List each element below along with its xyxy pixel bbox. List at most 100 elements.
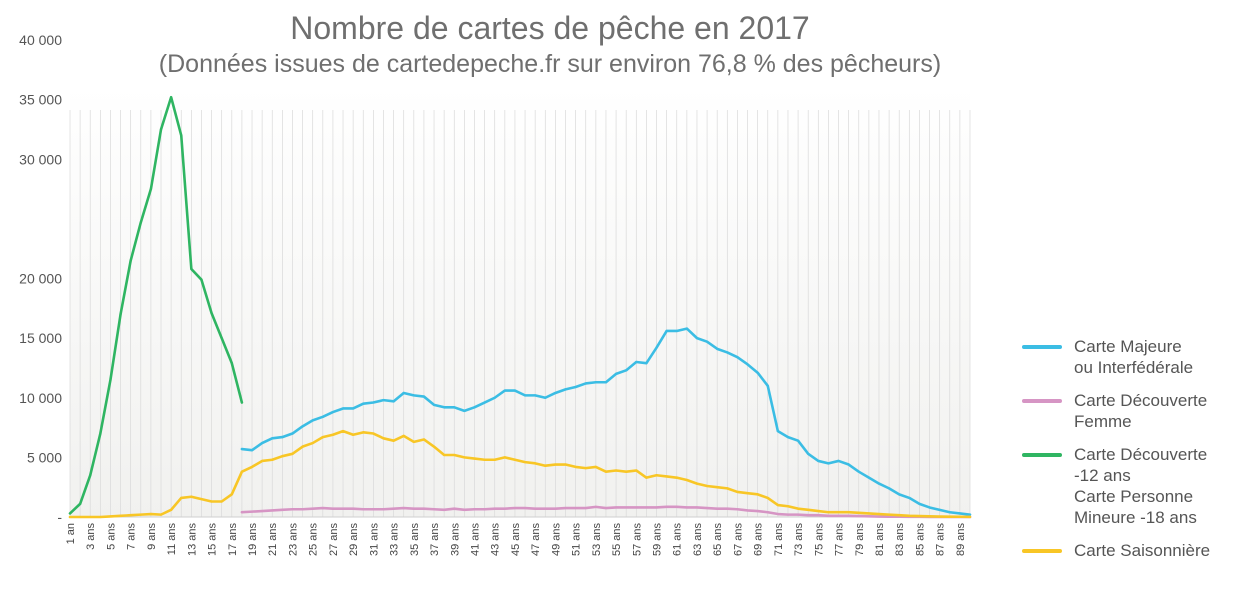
data-point [776,512,779,516]
x-tick-label: 31 ans [368,523,380,557]
data-point [483,458,486,461]
data-point [523,394,527,397]
data-point [807,514,810,517]
data-point [422,395,426,398]
data-point [604,381,608,384]
data-point [392,439,395,442]
data-point [837,514,840,517]
data-point [402,391,405,395]
data-point [473,406,476,409]
data-point [200,278,203,281]
y-tick-label: 35 000 [19,92,62,108]
data-point [888,513,891,516]
data-point [362,402,365,405]
x-tick-label: 57 ans [631,523,643,557]
data-point [726,351,729,354]
data-point [291,452,294,455]
data-point [827,514,830,517]
series-1 [240,505,972,519]
data-point [857,470,860,473]
data-point [392,400,395,403]
data-point [766,511,769,514]
plot-background [70,85,970,517]
y-axis: - 5 000 10 000 15 000 20 000 30 000 35 000 40 0… [19,32,62,525]
data-point [412,507,415,510]
data-point [109,378,112,381]
legend-swatch [1022,399,1062,403]
data-point [352,433,355,436]
data-point [180,496,183,500]
data-point [584,506,587,510]
data-point [877,512,881,516]
legend-swatch [1022,345,1062,349]
data-point [240,447,244,451]
data-point [635,360,638,364]
legend-item: Carte Saisonnière [1022,540,1237,561]
data-point [695,482,699,485]
data-point [79,515,82,519]
x-tick-label: 11 ans [166,523,178,556]
data-point [331,433,335,436]
data-point [564,463,567,466]
data-point [483,401,486,404]
data-point [170,508,173,511]
data-point [726,507,729,510]
data-point [544,507,547,510]
data-point [89,515,92,519]
data-point [311,441,314,445]
series-3 [68,429,972,519]
data-point [635,469,638,472]
data-point [695,337,699,340]
data-point [331,507,335,510]
data-point [159,513,163,516]
data-point [705,340,709,343]
x-tick-label: 51 ans [571,523,583,557]
data-point [402,434,405,438]
data-point [766,384,769,387]
data-point [362,508,365,511]
data-point [807,452,810,455]
x-tick-label: 23 ans [287,523,299,557]
data-point [68,512,72,515]
x-tick-label: 79 ans [854,523,866,557]
data-point [412,394,415,397]
data-point [149,187,152,191]
data-point [594,381,597,384]
x-tick-label: 45 ans [510,523,522,557]
data-point [716,347,719,350]
data-point [776,430,779,433]
x-tick-label: 85 ans [914,523,926,557]
data-point [685,327,688,330]
data-point [513,458,517,461]
x-tick-label: 7 ans [126,523,138,550]
data-point [250,449,254,452]
data-point [372,432,375,435]
data-point [503,456,506,459]
data-point [443,406,446,409]
x-tick-label: 37 ans [429,523,441,557]
data-point [493,396,496,399]
data-point [513,389,517,392]
data-point [928,506,931,509]
data-point [79,502,82,505]
data-point [877,482,881,485]
data-point [918,514,921,518]
data-point [99,432,102,435]
data-point [665,475,668,478]
data-point [564,388,567,391]
data-point [503,507,506,510]
x-tick-label: 47 ans [530,523,542,557]
data-point [625,470,628,473]
data-point [928,515,931,518]
data-point [392,507,395,510]
data-point [382,508,385,511]
x-tick-label: 9 ans [146,523,158,550]
x-tick-label: 39 ans [449,523,461,557]
data-point [180,134,183,137]
data-point [554,391,557,395]
data-point [675,505,678,508]
data-point [230,493,233,496]
data-point [948,515,951,518]
y-tick-label: - [57,509,62,525]
data-point [786,513,790,516]
